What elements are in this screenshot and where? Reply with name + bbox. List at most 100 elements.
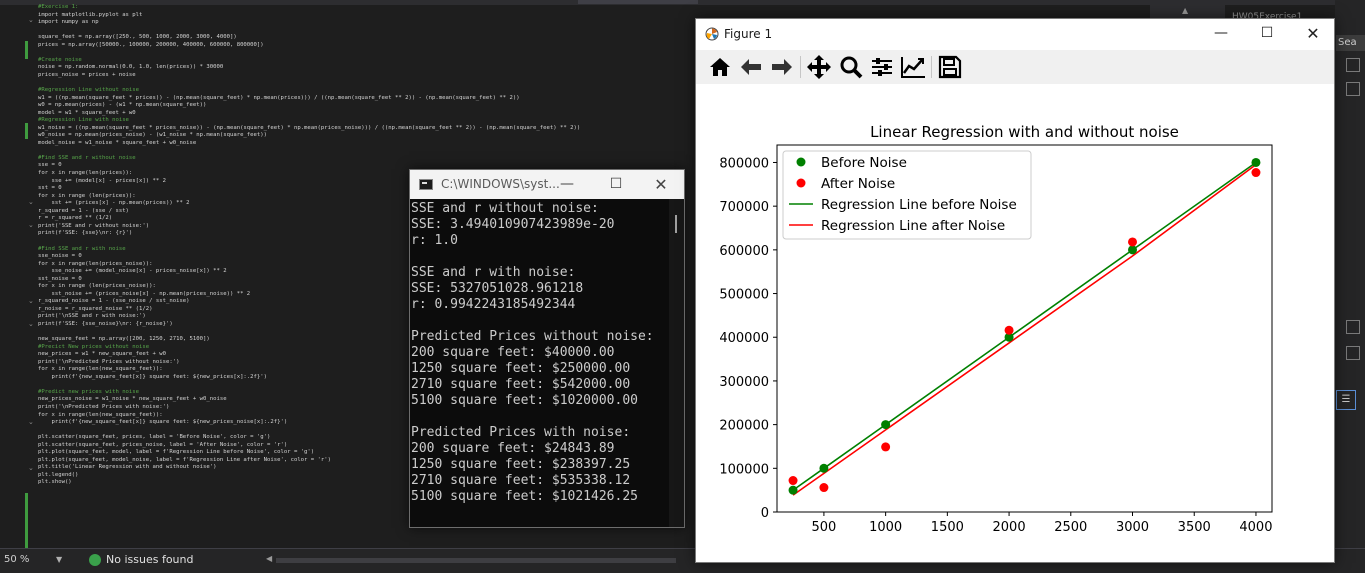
code-line[interactable]: r_noise = r_squared_noise ** (1/2) <box>38 305 153 312</box>
fold-toggle-icon[interactable]: ⌄ <box>28 464 34 472</box>
code-line[interactable]: print('\nPredicted Prices without noise:… <box>38 358 180 365</box>
code-line[interactable]: print(f'{new_square_feet[x]} square feet… <box>38 373 268 380</box>
scroll-left-icon[interactable]: ◀ <box>266 554 273 563</box>
code-line[interactable]: for x in range (len(prices_noise)): <box>38 283 156 290</box>
code-line[interactable] <box>38 79 580 87</box>
figure-window[interactable]: Figure 1 — ☐ ✕ <box>695 18 1335 563</box>
console-titlebar[interactable]: C:\WINDOWS\syst... — ☐ ✕ <box>410 170 684 199</box>
code-line[interactable]: #Precict New prices without noise <box>38 343 150 350</box>
edit-axis-icon[interactable] <box>899 54 927 80</box>
code-line[interactable]: print(f'{new_square_feet[x]} square feet… <box>38 419 288 426</box>
code-line[interactable]: print('\nSSE and r with noise:') <box>38 313 146 320</box>
code-line[interactable]: for x in range(len(prices_noise)): <box>38 260 153 267</box>
code-line[interactable]: model = w1 * square_feet + w0 <box>38 109 136 116</box>
editor-top-tab[interactable] <box>578 0 698 4</box>
code-line[interactable]: import numpy as np <box>38 19 99 26</box>
solution-explorer-item[interactable]: HW05Exercise1 <box>1232 12 1303 22</box>
code-line[interactable]: plt.title('Linear Regression with and wi… <box>38 464 217 471</box>
maximize-button[interactable]: ☐ <box>1260 25 1274 41</box>
code-line[interactable]: #Regression Line with noise <box>38 117 129 124</box>
code-line[interactable]: #Create noise <box>38 56 82 63</box>
code-line[interactable]: plt.scatter(square_feet, prices_noise, l… <box>38 441 288 448</box>
search-tab[interactable]: Sea <box>1336 35 1365 51</box>
code-line[interactable]: print(f'SSE: {sse}\nr: {r}') <box>38 230 133 237</box>
panel-icon[interactable] <box>1346 58 1360 72</box>
code-line[interactable]: for x in range(len(prices)): <box>38 170 133 177</box>
zoom-level[interactable]: 50 % <box>4 554 30 565</box>
code-line[interactable]: #Predict new prices with noise <box>38 388 140 395</box>
code-line[interactable]: plt.show() <box>38 479 72 486</box>
configure-subplots-icon[interactable] <box>868 54 896 80</box>
code-line[interactable]: model_noise = w1_noise * square_feet + w… <box>38 139 197 146</box>
minimize-button[interactable]: — <box>1214 25 1228 41</box>
minimize-button[interactable]: — <box>560 176 574 192</box>
code-line[interactable]: print(f'SSE: {sse_noise}\nr: {r_noise}') <box>38 320 173 327</box>
scroll-up-icon[interactable]: ▲ <box>1182 6 1189 15</box>
code-line[interactable]: noise = np.random.normal(0.0, 1.0, len(p… <box>38 64 224 71</box>
code-line[interactable]: plt.legend() <box>38 471 79 478</box>
code-line[interactable]: sse_noise = 0 <box>38 253 82 260</box>
code-line[interactable]: new_prices_noise = w1_noise * new_square… <box>38 396 227 403</box>
properties-list-icon[interactable]: ☰ <box>1336 390 1356 410</box>
code-line[interactable]: sst_noise = 0 <box>38 275 82 282</box>
console-window[interactable]: C:\WINDOWS\syst... — ☐ ✕ SSE and r witho… <box>409 169 685 528</box>
code-line[interactable]: print('\nPredicted Prices with noise:') <box>38 403 170 410</box>
code-line[interactable]: for x in range (len(prices)): <box>38 192 136 199</box>
code-line[interactable]: new_prices = w1 * new_square_feet + w0 <box>38 351 166 358</box>
code-line[interactable]: w0_noise = np.mean(prices_noise) - (w1_n… <box>38 132 268 139</box>
code-line[interactable]: #Find SSE and r with noise <box>38 245 126 252</box>
console-scrollbar[interactable] <box>669 199 684 527</box>
code-line[interactable] <box>38 27 580 35</box>
code-line[interactable]: plt.plot(square_feet, model_noise, label… <box>38 456 331 463</box>
fold-toggle-icon[interactable]: ⌄ <box>28 198 34 206</box>
fold-toggle-icon[interactable]: ⌄ <box>28 320 34 328</box>
code-line[interactable]: sse_noise += (model_noise[x] - prices_no… <box>38 268 227 275</box>
home-icon[interactable] <box>706 54 734 80</box>
maximize-button[interactable]: ☐ <box>609 176 623 192</box>
code-line[interactable]: r_squared = 1 - (sse / sst) <box>38 207 129 214</box>
horizontal-scrollbar[interactable] <box>276 558 676 563</box>
fold-toggle-icon[interactable]: ⌄ <box>28 297 34 305</box>
code-line[interactable]: sse += (model[x] - prices[x]) ** 2 <box>38 177 166 184</box>
code-line[interactable]: plt.scatter(square_feet, prices, label =… <box>38 434 271 441</box>
panel-icon[interactable] <box>1346 346 1360 360</box>
save-icon[interactable] <box>936 54 964 80</box>
code-line[interactable]: sst = 0 <box>38 185 62 192</box>
fold-toggle-icon[interactable]: ⌄ <box>28 221 34 229</box>
code-line[interactable]: w0 = np.mean(prices) - (w1 * np.mean(squ… <box>38 102 207 109</box>
fold-toggle-icon[interactable]: ⌄ <box>28 16 34 24</box>
back-icon[interactable] <box>737 54 765 80</box>
code-line[interactable] <box>38 147 580 155</box>
code-line[interactable] <box>38 49 580 57</box>
code-line[interactable]: sse = 0 <box>38 162 62 169</box>
close-button[interactable]: ✕ <box>654 175 668 194</box>
solution-scroll-box[interactable] <box>1150 0 1225 18</box>
pan-icon[interactable] <box>805 54 833 80</box>
code-line[interactable]: print('SSE and r without noise:') <box>38 222 150 229</box>
code-line[interactable]: plt.plot(square_feet, model, label = f'R… <box>38 449 315 456</box>
code-line[interactable]: r_squared_noise = 1 - (sse_noise / sst_n… <box>38 298 190 305</box>
plot-canvas[interactable]: Linear Regression with and without noise… <box>696 84 1334 562</box>
zoom-icon[interactable] <box>837 54 865 80</box>
code-line[interactable]: #Exercise 1: <box>38 4 79 10</box>
code-line[interactable]: new_square_feet = np.array([200, 1250, 2… <box>38 336 210 343</box>
fold-toggle-icon[interactable]: ⌄ <box>28 418 34 426</box>
scrollbar-thumb[interactable] <box>675 215 677 233</box>
code-line[interactable]: w1 = ((np.mean(square_feet * prices)) - … <box>38 94 520 101</box>
code-line[interactable]: r = r_squared ** (1/2) <box>38 215 113 222</box>
panel-icon[interactable] <box>1346 82 1360 96</box>
code-line[interactable]: #Find SSE and r without noise <box>38 154 136 161</box>
figure-titlebar[interactable]: Figure 1 — ☐ ✕ <box>696 19 1334 50</box>
code-line[interactable]: import matplotlib.pyplot as plt <box>38 11 143 18</box>
code-text[interactable]: #Exercise 1: import matplotlib.pyplot as … <box>38 4 580 487</box>
code-line[interactable]: prices = np.array([50000., 100000, 20000… <box>38 41 264 48</box>
code-line[interactable]: sst += (prices[x] - np.mean(prices)) ** … <box>38 200 190 207</box>
code-line[interactable]: prices_noise = prices + noise <box>38 71 136 78</box>
code-line[interactable]: for x in range(len(new_square_feet)): <box>38 366 163 373</box>
code-line[interactable]: sst_noise += (prices_noise[x] - np.mean(… <box>38 290 251 297</box>
code-line[interactable]: square_feet = np.array([250., 500, 1000,… <box>38 34 237 41</box>
chevron-down-icon[interactable]: ▼ <box>56 555 63 564</box>
code-line[interactable]: #Regression Line without noise <box>38 87 140 94</box>
panel-icon[interactable] <box>1346 320 1360 334</box>
code-line[interactable]: for x in range(len(new_square_feet)): <box>38 411 163 418</box>
